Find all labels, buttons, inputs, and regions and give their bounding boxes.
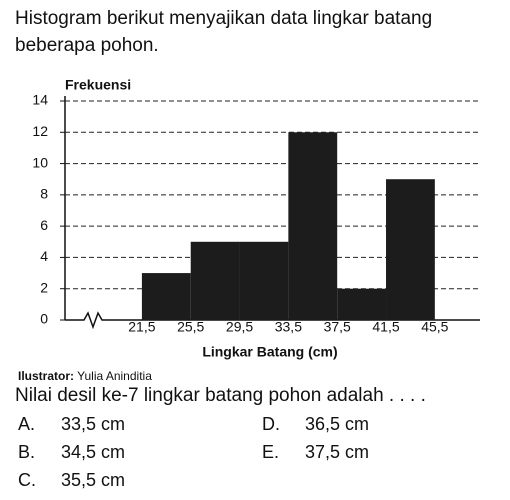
x-axis-title: Lingkar Batang (cm) [202,344,337,360]
option-letter: D. [262,414,280,434]
bar [288,132,338,320]
option-text: 36,5 cm [305,414,370,434]
y-tick-label: 6 [40,217,48,233]
x-tick-label: 29,5 [226,319,253,335]
x-tick-label: 41,5 [372,319,399,335]
illustrator-label: Ilustrator: [18,369,75,383]
question: Nilai desil ke-7 lingkar batang pohon ad… [15,385,426,406]
y-tick-label: 0 [40,311,48,327]
y-tick-label: 4 [40,248,48,264]
illustrator-credit: Ilustrator: Yulia Aninditia [18,369,152,383]
x-tick-label: 21,5 [128,319,155,335]
x-tick-label: 45,5 [421,319,448,335]
option-letter: E. [262,442,280,462]
option-text: 33,5 cm [61,414,126,434]
bar [141,273,191,320]
option-text: 37,5 cm [305,442,370,462]
option-text: 35,5 cm [61,470,126,490]
intro-text: Histogram berikut menyajikan data lingka… [15,8,433,56]
illustrator-name: Yulia Aninditia [77,369,152,383]
option-letter: B. [18,442,36,462]
option-text: 34,5 cm [61,442,126,462]
bar [386,179,435,320]
option-letter: A. [18,414,36,434]
bar [239,241,289,320]
x-axis-break [65,311,480,330]
y-tick-label: 8 [40,186,48,202]
y-axis-title: Frekuensi [65,77,131,93]
x-tick-label: 25,5 [177,319,204,335]
bar [190,241,240,320]
x-tick-label: 33,5 [275,319,302,335]
option-letter: C. [18,470,36,490]
bar [337,288,387,320]
y-tick-label: 10 [32,154,48,170]
x-tick-label: 37,5 [324,319,351,335]
y-tick-label: 12 [32,123,48,139]
y-tick-label: 14 [32,92,48,108]
y-tick-label: 2 [40,279,48,295]
